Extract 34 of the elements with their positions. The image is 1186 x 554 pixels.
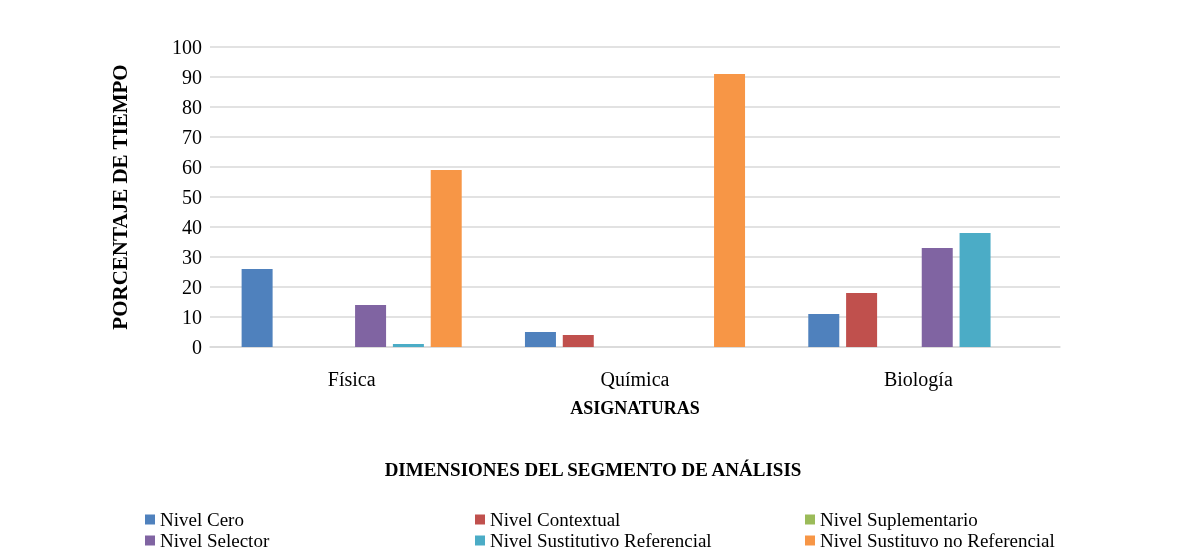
bar (562, 335, 594, 347)
legend-label: Nivel Cero (160, 509, 244, 530)
x-axis-title: ASIGNATURAS (570, 398, 700, 418)
y-tick-label: 70 (182, 126, 202, 148)
x-tick-label: Química (600, 368, 670, 390)
bar (241, 269, 273, 347)
bar (392, 344, 424, 347)
bar (808, 314, 840, 347)
x-tick-label: Biología (883, 368, 953, 391)
y-tick-label: 10 (182, 306, 202, 328)
y-tick-label: 0 (192, 336, 202, 358)
y-tick-label: 40 (182, 216, 202, 238)
y-tick-label: 30 (182, 246, 202, 268)
legend-title: DIMENSIONES DEL SEGMENTO DE ANÁLISIS (384, 459, 802, 480)
y-tick-label: 90 (182, 66, 202, 88)
bar (524, 332, 556, 347)
y-tick-label: 20 (182, 276, 202, 298)
bar (714, 74, 746, 347)
bar (959, 233, 991, 347)
bar (430, 170, 462, 347)
legend-label: Nivel Suplementario (820, 509, 978, 530)
legend-label: Nivel Contextual (490, 509, 621, 530)
legend-label: Nivel Sustitutivo Referencial (490, 530, 712, 551)
legend-label: Nivel Sustituvo no Referencial (820, 530, 1055, 551)
bar (846, 293, 878, 347)
bar (355, 305, 387, 347)
legend-label: Nivel Selector (160, 530, 270, 551)
y-tick-label: 100 (172, 36, 202, 58)
y-axis-title: PORCENTAJE DE TIEMPO (107, 64, 132, 330)
bar (921, 248, 953, 347)
x-tick-label: Física (327, 368, 376, 390)
y-tick-label: 80 (182, 96, 202, 118)
y-tick-label: 60 (182, 156, 202, 178)
y-tick-label: 50 (182, 186, 202, 208)
